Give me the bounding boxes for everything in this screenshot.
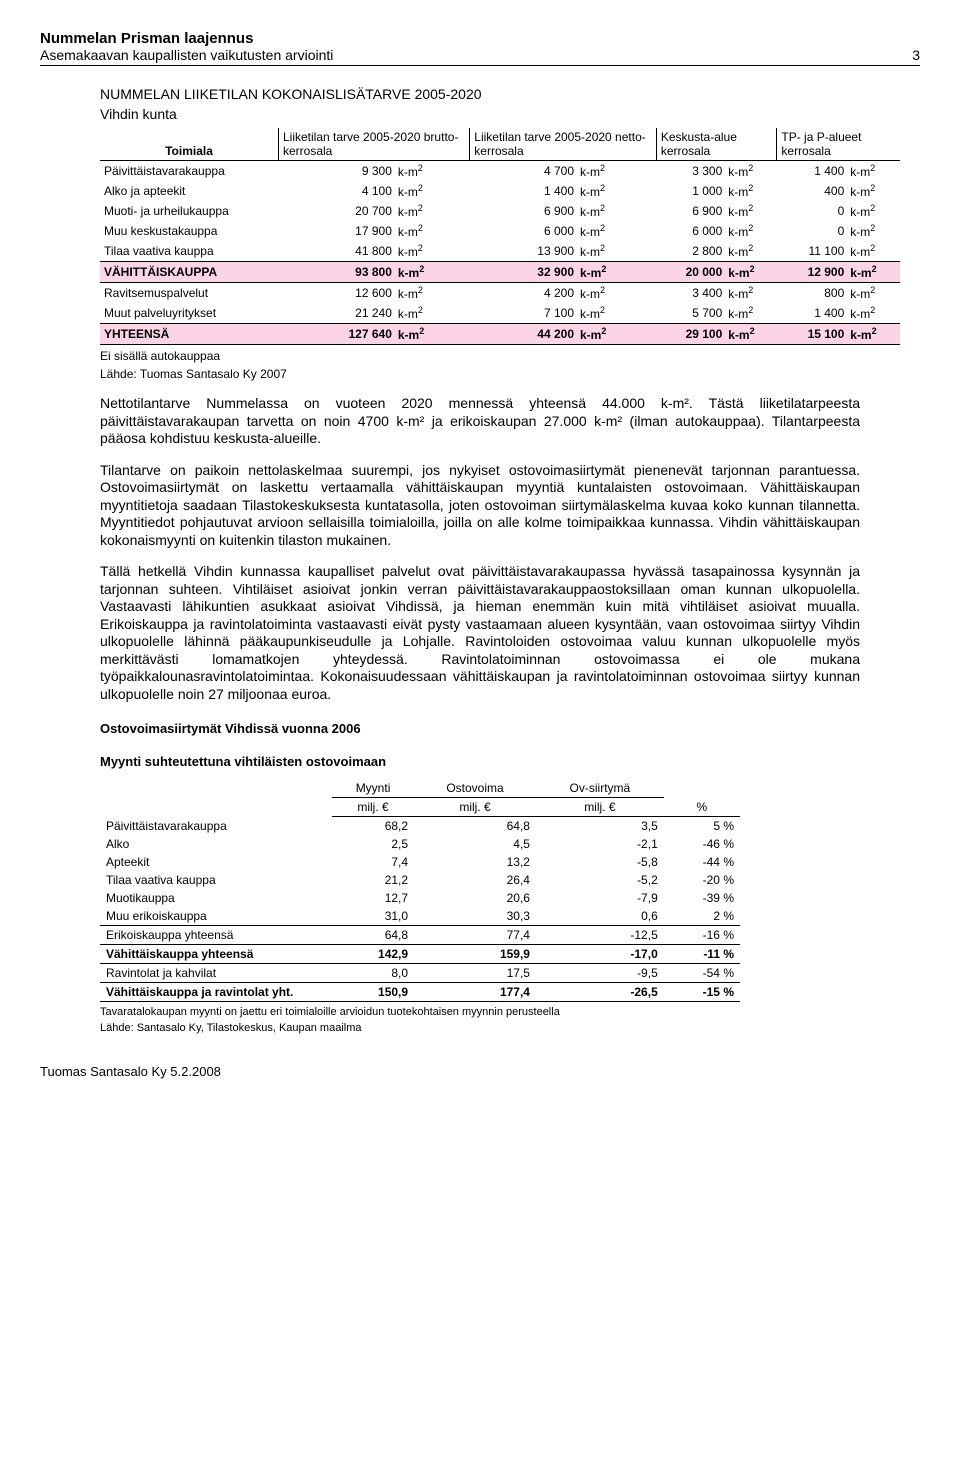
table-row: Muu erikoiskauppa31,030,30,62 % <box>100 907 740 926</box>
table-row: Muoti- ja urheilukauppa20 700k-m26 900k-… <box>100 201 900 221</box>
note2-2: Lähde: Santasalo Ky, Tilastokeskus, Kaup… <box>100 1022 920 1034</box>
table-liiketila: Toimiala Liiketilan tarve 2005-2020 brut… <box>100 128 900 345</box>
col-keskusta: Keskusta-alue kerrosala <box>656 128 777 161</box>
table-row: Apteekit7,413,2-5,8-44 % <box>100 853 740 871</box>
table-row: Ravintolat ja kahvilat8,017,5-9,5-54 % <box>100 964 740 983</box>
u-ostovoima: milj. € <box>414 798 536 817</box>
table-row: Ravitsemuspalvelut12 600k-m24 200k-m23 4… <box>100 283 900 304</box>
table-ostovoima: Myynti Ostovoima Ov-siirtymä milj. € mil… <box>100 779 740 1002</box>
doc-subtitle: Asemakaavan kaupallisten vaikutusten arv… <box>40 47 333 63</box>
section1-title: NUMMELAN LIIKETILAN KOKONAISLISÄTARVE 20… <box>100 86 920 102</box>
section2-title2: Myynti suhteutettuna vihtiläisten ostovo… <box>100 754 920 769</box>
table-row: Alko2,54,5-2,1-46 % <box>100 835 740 853</box>
h-siirtyma: Ov-siirtymä <box>536 779 664 798</box>
col-brutto: Liiketilan tarve 2005-2020 brutto-kerros… <box>279 128 470 161</box>
para2: Tilantarve on paikoin nettolaskelmaa suu… <box>100 462 860 550</box>
col-toimiala: Toimiala <box>100 128 279 161</box>
table-row: Muut palveluyritykset21 240k-m27 100k-m2… <box>100 303 900 324</box>
table-row: YHTEENSÄ127 640k-m244 200k-m229 100k-m21… <box>100 324 900 345</box>
table-row: Tilaa vaativa kauppa21,226,4-5,2-20 % <box>100 871 740 889</box>
section1-sub: Vihdin kunta <box>100 106 920 122</box>
table-row: VÄHITTÄISKAUPPA93 800k-m232 900k-m220 00… <box>100 262 900 283</box>
page-header: Nummelan Prisman laajennus Asemakaavan k… <box>40 30 920 66</box>
col-tp: TP- ja P-alueet kerrosala <box>777 128 900 161</box>
u-pct: % <box>664 798 740 817</box>
page-number: 3 <box>912 47 920 63</box>
u-myynti: milj. € <box>332 798 414 817</box>
footer: Tuomas Santasalo Ky 5.2.2008 <box>40 1064 920 1079</box>
u-siirtyma: milj. € <box>536 798 664 817</box>
para1: Nettotilantarve Nummelassa on vuoteen 20… <box>100 395 860 448</box>
col-netto: Liiketilan tarve 2005-2020 netto-kerrosa… <box>470 128 657 161</box>
section2-title1: Ostovoimasiirtymät Vihdissä vuonna 2006 <box>100 721 920 736</box>
note-source: Lähde: Tuomas Santasalo Ky 2007 <box>100 367 920 381</box>
table-row: Alko ja apteekit4 100k-m21 400k-m21 000k… <box>100 181 900 201</box>
table-row: Vähittäiskauppa yhteensä142,9159,9-17,0-… <box>100 945 740 964</box>
doc-title: Nummelan Prisman laajennus <box>40 30 920 47</box>
table-row: Päivittäistavarakauppa68,264,83,55 % <box>100 817 740 836</box>
h-ostovoima: Ostovoima <box>414 779 536 798</box>
table-row: Muotikauppa12,720,6-7,9-39 % <box>100 889 740 907</box>
table-row: Päivittäistavarakauppa9 300k-m24 700k-m2… <box>100 161 900 182</box>
note-autokauppa: Ei sisällä autokauppaa <box>100 349 920 363</box>
para3: Tällä hetkellä Vihdin kunnassa kaupallis… <box>100 563 860 703</box>
table-row: Erikoiskauppa yhteensä64,877,4-12,5-16 % <box>100 926 740 945</box>
h-myynti: Myynti <box>332 779 414 798</box>
table-row: Muu keskustakauppa17 900k-m26 000k-m26 0… <box>100 221 900 241</box>
table-row: Vähittäiskauppa ja ravintolat yht.150,91… <box>100 983 740 1002</box>
table-row: Tilaa vaativa kauppa41 800k-m213 900k-m2… <box>100 241 900 262</box>
note2-1: Tavaratalokaupan myynti on jaettu eri to… <box>100 1006 920 1018</box>
